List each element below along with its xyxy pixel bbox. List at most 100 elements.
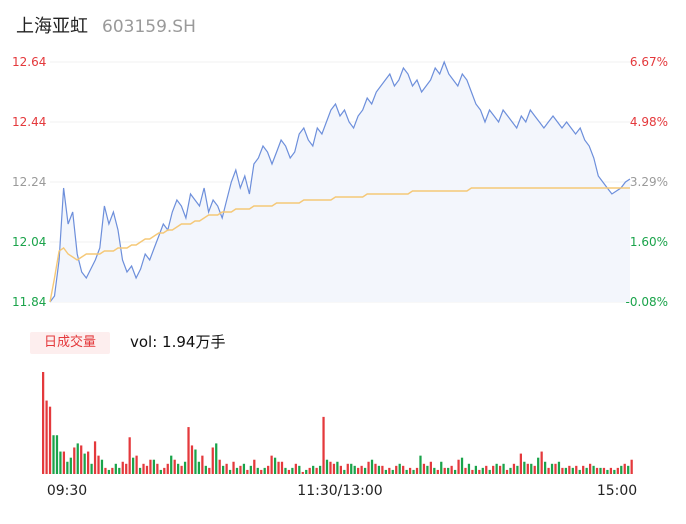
volume-bar — [107, 469, 111, 474]
volume-bar — [173, 459, 176, 474]
volume-bar — [367, 461, 370, 474]
volume-bar — [422, 463, 426, 474]
volume-bar — [100, 459, 104, 474]
volume-bar — [215, 443, 218, 474]
volume-bar — [623, 463, 626, 474]
y-tick-left: 12.64 — [12, 55, 46, 69]
volume-bar — [595, 467, 599, 474]
volume-bar — [505, 469, 509, 474]
volume-bar — [592, 465, 595, 474]
volume-bar — [90, 463, 93, 474]
volume-bar — [447, 467, 450, 474]
volume-bar — [585, 467, 588, 474]
y-tick-right: -0.08% — [626, 295, 668, 309]
volume-bar — [547, 467, 550, 474]
y-tick-left: 11.84 — [12, 295, 46, 309]
volume-bar — [350, 463, 353, 474]
volume-bar — [582, 465, 585, 474]
volume-bar — [550, 463, 554, 474]
volume-bar — [561, 467, 564, 474]
volume-bar — [606, 469, 609, 474]
stock-name: 上海亚虹 — [16, 16, 88, 37]
volume-bar — [433, 467, 436, 474]
volume-bar — [512, 463, 516, 474]
volume-bar — [45, 400, 48, 474]
volume-bar — [357, 467, 360, 474]
volume-bar — [492, 465, 495, 474]
volume-bar — [114, 463, 117, 474]
volume-bar — [332, 463, 336, 474]
volume-bar — [343, 469, 346, 474]
volume-bar — [329, 461, 332, 474]
volume-bar — [62, 451, 66, 474]
volume-bar — [346, 463, 349, 474]
x-tick: 09:30 — [47, 483, 87, 499]
volume-bar — [474, 465, 477, 474]
x-tick: 11:30/13:00 — [297, 483, 382, 499]
volume-bar — [440, 461, 443, 474]
volume-bar — [578, 469, 581, 474]
volume-bar — [152, 459, 156, 474]
volume-bar — [138, 467, 142, 474]
volume-bar — [277, 461, 280, 474]
volume-bar — [294, 463, 297, 474]
volume-bar — [402, 465, 405, 474]
volume-bar — [69, 457, 72, 474]
volume-bar — [42, 372, 45, 474]
header: 上海亚虹 603159.SH — [16, 12, 196, 40]
y-tick-left: 12.04 — [12, 235, 46, 249]
volume-bar — [533, 465, 536, 474]
volume-bar — [201, 455, 204, 474]
volume-bar — [398, 463, 401, 474]
volume-tag[interactable]: 日成交量 — [30, 332, 110, 354]
volume-bar — [263, 467, 266, 474]
volume-bar — [253, 459, 256, 474]
volume-bar — [568, 465, 571, 474]
volume-bar — [83, 453, 86, 474]
volume-bar — [204, 465, 207, 474]
volume-bar — [149, 459, 152, 474]
volume-bar — [284, 467, 287, 474]
volume-bar — [218, 459, 221, 474]
volume-bar — [575, 465, 578, 474]
volume-bar — [384, 469, 387, 474]
volume-bar — [239, 465, 242, 474]
volume-bar — [159, 469, 162, 474]
y-tick-right: 6.67% — [630, 55, 668, 69]
volume-bar — [256, 467, 259, 474]
volume-bar — [467, 463, 471, 474]
volume-bar — [408, 467, 412, 474]
volume-bar — [457, 459, 460, 474]
volume-bar — [190, 445, 194, 474]
y-axis-left: 12.64 12.44 12.24 12.04 11.84 — [12, 55, 46, 309]
volume-bar — [599, 467, 602, 474]
volume-bar — [156, 463, 159, 474]
volume-bar — [166, 463, 169, 474]
volume-bar — [381, 465, 384, 474]
volume-bar — [516, 465, 519, 474]
volume-bar — [222, 465, 225, 474]
volume-bar — [93, 441, 97, 474]
stock-code: 603159.SH — [102, 17, 196, 37]
volume-bar — [318, 465, 322, 474]
volume-bar — [540, 451, 543, 474]
volume-bar — [104, 467, 107, 474]
volume-bar — [48, 406, 52, 474]
volume-bar — [145, 465, 149, 474]
volume-bar — [426, 465, 429, 474]
volume-bar — [602, 467, 606, 474]
volume-bar — [128, 437, 131, 474]
volume-bar — [464, 467, 467, 474]
y-tick-left: 12.24 — [12, 175, 46, 189]
volume-bar — [118, 467, 121, 474]
volume-bar — [235, 467, 239, 474]
volume-bar — [246, 469, 249, 474]
volume-bar — [519, 453, 522, 474]
volume-bar — [405, 469, 408, 474]
volume-bar — [225, 463, 228, 474]
volume-bar — [360, 465, 363, 474]
volume-bar — [554, 463, 557, 474]
volume-bar — [249, 465, 252, 474]
volume-bar — [287, 469, 291, 474]
volume-bar — [308, 467, 311, 474]
